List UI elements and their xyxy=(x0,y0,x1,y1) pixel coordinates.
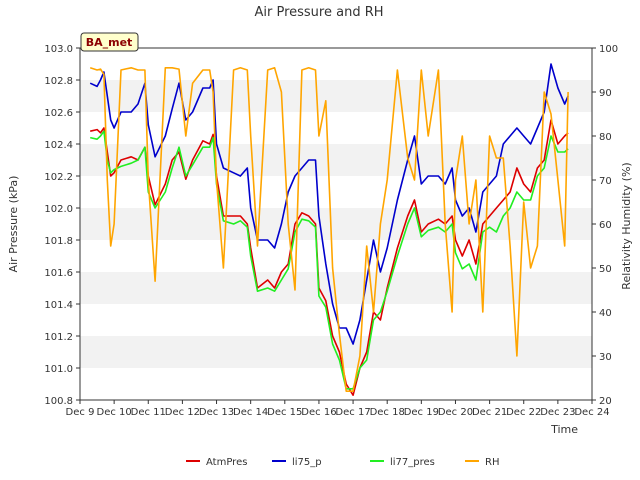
y-axis-label: Air Pressure (kPa) xyxy=(7,176,20,273)
y-right-tick-label: 30 xyxy=(599,352,612,363)
legend-label: li77_pres xyxy=(390,457,435,468)
y-right-tick-label: 20 xyxy=(599,396,612,407)
y-tick-label: 102.4 xyxy=(44,140,73,151)
x-tick-label: Dec 19 xyxy=(404,407,439,418)
legend: AtmPres li75_p li77_pres RH xyxy=(186,457,499,468)
x-tick-label: Dec 11 xyxy=(131,407,166,418)
y-tick-label: 102.6 xyxy=(44,108,73,119)
y-right-tick-label: 40 xyxy=(599,308,612,319)
x-tick-label: Dec 16 xyxy=(301,407,336,418)
x-tick-label: Dec 17 xyxy=(335,407,370,418)
series-lines xyxy=(89,63,569,397)
legend-label: RH xyxy=(485,457,499,468)
x-tick-label: Dec 9 xyxy=(66,407,95,418)
x-tick-label: Dec 12 xyxy=(165,407,200,418)
station-badge: BA_met xyxy=(80,32,139,52)
chart-title: Air Pressure and RH xyxy=(254,5,383,20)
y-tick-label: 100.8 xyxy=(44,396,73,407)
y-tick-label: 102.2 xyxy=(44,172,73,183)
grid-bands xyxy=(80,80,592,368)
grid-band xyxy=(80,80,592,112)
y-tick-label: 101.0 xyxy=(44,364,73,375)
x-tick-label: Dec 14 xyxy=(233,407,268,418)
y-right-tick-label: 50 xyxy=(599,264,612,275)
y-tick-label: 103.0 xyxy=(44,44,73,55)
y-right-tick-label: 70 xyxy=(599,176,612,187)
legend-label: li75_p xyxy=(292,457,322,468)
station-badge-label: BA_met xyxy=(86,36,133,49)
x-axis-label: Time xyxy=(550,423,578,436)
y-tick-label: 101.8 xyxy=(44,236,73,247)
grid-band xyxy=(80,144,592,176)
x-tick-label: Dec 13 xyxy=(199,407,234,418)
x-tick-label: Dec 24 xyxy=(574,407,609,418)
station-badge-box xyxy=(80,32,139,52)
series-line-li75-p xyxy=(89,63,569,345)
y-tick-label: 101.2 xyxy=(44,332,73,343)
x-tick-label: Dec 10 xyxy=(97,407,132,418)
y-right-tick-label: 100 xyxy=(599,44,618,55)
series-line-rh xyxy=(89,67,569,393)
x-tick-label: Dec 18 xyxy=(370,407,405,418)
y-tick-label: 102.8 xyxy=(44,76,73,87)
x-tick-label: Dec 20 xyxy=(438,407,473,418)
legend-label: AtmPres xyxy=(206,457,247,468)
y-axis-right-label: Relativity Humidity (%) xyxy=(620,162,633,289)
x-tick-label: Dec 21 xyxy=(472,407,507,418)
y-axis-ticks: 100.8 101.0 101.2 101.4 101.6 101.8 102.0 102.2… xyxy=(44,44,80,407)
x-tick-label: Dec 15 xyxy=(267,407,302,418)
y-axis-right-ticks: 20 30 40 50 60 70 80 90 100 xyxy=(592,44,618,407)
y-right-tick-label: 60 xyxy=(599,220,612,231)
y-tick-label: 101.4 xyxy=(44,300,73,311)
series-line-li77-pres xyxy=(90,130,569,390)
y-right-tick-label: 90 xyxy=(599,88,612,99)
y-tick-label: 102.0 xyxy=(44,204,73,215)
x-tick-label: Dec 23 xyxy=(540,407,575,418)
y-right-tick-label: 80 xyxy=(599,132,612,143)
y-tick-label: 101.6 xyxy=(44,268,73,279)
grid-band xyxy=(80,208,592,240)
x-tick-label: Dec 22 xyxy=(506,407,541,418)
